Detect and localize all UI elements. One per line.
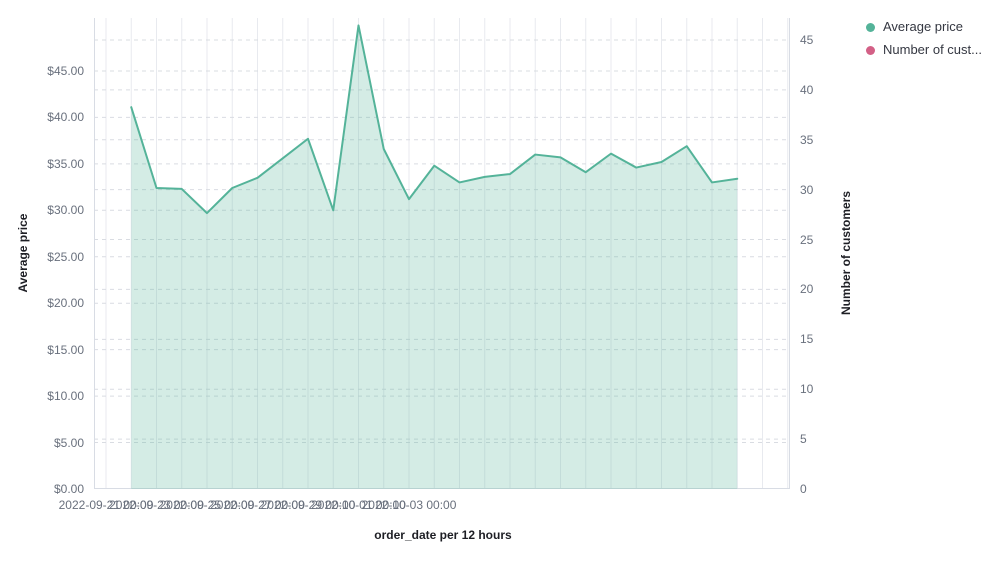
y-left-tick-label: $40.00 <box>47 110 84 125</box>
x-tick-label: 2022-09-27 00:00 <box>210 498 305 512</box>
legend: Average price Number of cust... <box>866 19 982 58</box>
y-right-tick-label: 35 <box>800 132 814 147</box>
y-left-tick-label: $30.00 <box>47 203 84 218</box>
y-right-tick-label: 0 <box>800 482 807 496</box>
x-tick-label: 2022-10-01 00:00 <box>311 498 406 512</box>
y-right-tick-label: 45 <box>800 32 814 47</box>
y-axis-right-title: Number of customers <box>839 190 853 316</box>
x-tick-label: 2022-09-25 00:00 <box>159 498 255 512</box>
y-left-tick-label: $15.00 <box>47 342 84 357</box>
series-color-dot <box>866 22 875 32</box>
y-left-tick-label: $45.00 <box>47 63 84 78</box>
y-left-tick-label: $10.00 <box>47 389 84 404</box>
average-price-area <box>131 25 738 489</box>
y-left-tick-label: $35.00 <box>47 156 84 171</box>
horizontal-gridlines <box>94 39 790 489</box>
area-chart-canvas[interactable] <box>94 18 790 489</box>
x-tick-label: 2022-10-03 00:00 <box>361 498 457 512</box>
y-right-tick-label: 5 <box>800 432 807 447</box>
y-right-tick-label: 10 <box>800 382 814 397</box>
y-right-tick-label: 40 <box>800 82 814 97</box>
y-left-tick-label: $0.00 <box>53 482 84 496</box>
legend-item-average-price[interactable]: Average price <box>866 19 982 35</box>
y-right-tick-label: 15 <box>800 332 814 347</box>
legend-item-label: Number of cust... <box>883 42 982 57</box>
plot-area[interactable] <box>94 18 790 489</box>
x-tick-label: 2022-09-29 00:00 <box>260 498 356 512</box>
series-color-dot <box>866 45 875 55</box>
x-tick-label: 2022-09-23 00:00 <box>109 498 204 512</box>
y-right-tick-label: 25 <box>800 232 814 247</box>
y-left-tick-label: $5.00 <box>53 435 84 450</box>
vertical-gridlines <box>105 18 789 489</box>
legend-item-label: Average price <box>883 19 963 34</box>
x-tick-label: 2022-09-21 00:00 <box>58 498 154 512</box>
y-left-tick-label: $20.00 <box>47 296 84 311</box>
legend-item-number-of-customers[interactable]: Number of cust... <box>866 42 982 58</box>
y-axis-left-title: Average price <box>16 213 30 293</box>
average-price-line <box>130 24 739 215</box>
y-right-tick-label: 30 <box>800 182 814 197</box>
x-axis-title: order_date per 12 hours <box>374 528 512 542</box>
y-left-tick-label: $25.00 <box>47 249 84 264</box>
y-right-tick-label: 20 <box>800 282 814 297</box>
axis-lines <box>94 18 790 489</box>
